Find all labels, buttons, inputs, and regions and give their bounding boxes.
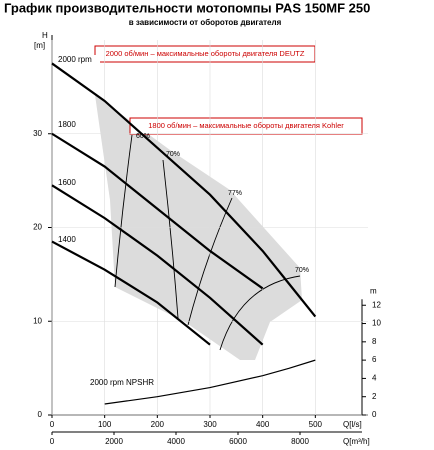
series-line [51,62,317,318]
x-axis-label: Q[l/s] [343,420,362,429]
chart-title: График производительности мотопомпы PAS … [4,0,370,15]
y2-tick-label: 0 [372,410,377,419]
series-label: 1800 [58,120,76,129]
annotation: 1800 об/мин – максимальные обороты двига… [148,121,344,130]
annotation: 77% [228,190,242,197]
x-tick-label: 0 [50,420,55,429]
x-tick-label: 100 [98,420,112,429]
y2-tick-label: 6 [372,355,377,364]
series-line [104,359,316,405]
series-label: 1600 [58,178,76,187]
y-tick-label: 10 [33,316,42,325]
x2-tick-label: 2000 [105,437,123,446]
annotation: 60% [136,133,150,140]
efficiency-line [219,275,301,351]
y2-tick-label: 8 [372,337,377,346]
y2-axis-label: m [370,286,377,295]
x-tick-label: 400 [256,420,270,429]
chart-subtitle: в зависимости от оборотов двигателя [129,18,282,27]
x-tick-label: 500 [309,420,323,429]
x-tick-label: 300 [203,420,217,429]
y-tick-label: 0 [38,410,43,419]
x-tick-label: 200 [151,420,165,429]
y2-tick-label: 10 [372,319,381,328]
x2-axis-label: Q[m³/h] [343,437,370,446]
label-bg [56,55,100,65]
y-tick-label: 30 [33,129,42,138]
series-label: 2000 rpm [58,55,92,64]
y-axis-label: H [42,31,48,40]
efficiency-line [162,159,179,319]
series-line [51,240,211,346]
efficiency-line [114,134,133,288]
y2-tick-label: 4 [372,374,377,383]
y-tick-label: 20 [33,223,42,232]
x2-tick-label: 4000 [167,437,185,446]
series-label: 2000 rpm NPSHR [90,378,154,387]
annotation-box [94,45,316,63]
series-label: 1400 [58,235,76,244]
annotation: 70% [295,267,309,274]
series-line [51,132,264,290]
annotation: 2000 об/мин – максимальные обороты двига… [106,49,305,58]
y-axis-unit: [m] [34,41,45,50]
y2-tick-label: 2 [372,392,377,401]
x2-tick-label: 0 [50,437,55,446]
y2-tick-label: 12 [372,300,381,309]
series-line [51,184,264,346]
annotation: 70% [166,151,180,158]
x2-tick-label: 8000 [291,437,309,446]
x2-tick-label: 6000 [229,437,247,446]
